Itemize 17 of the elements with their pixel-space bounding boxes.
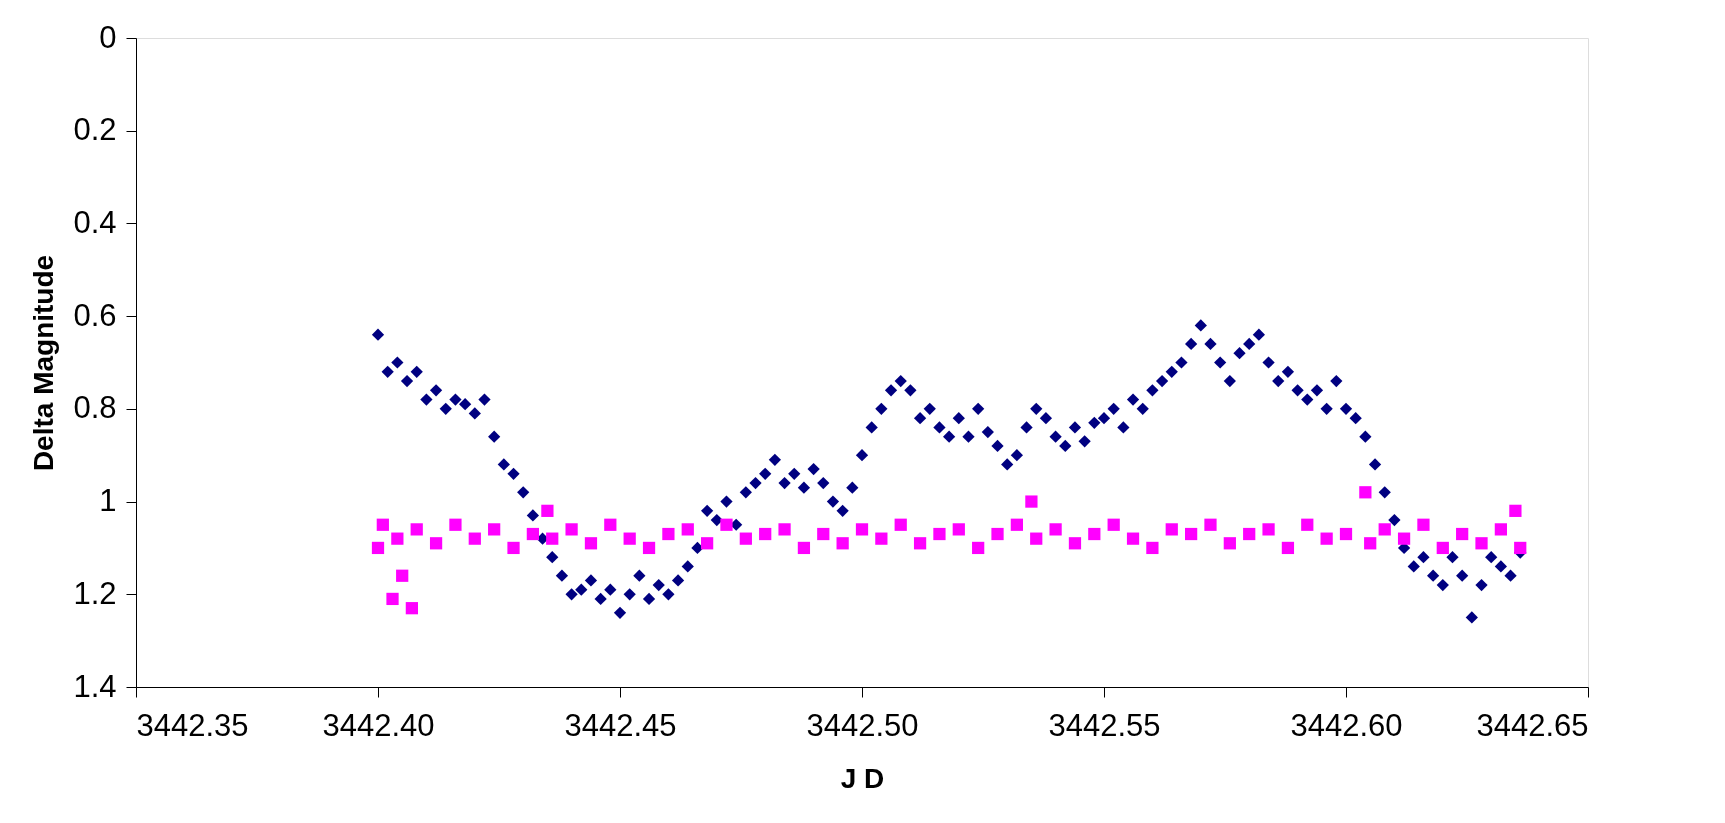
x-tick-label: 3442.55 [1048, 707, 1161, 743]
x-tick-label: 3442.40 [322, 707, 435, 743]
y-tick-label: 1.2 [73, 575, 117, 611]
y-tick-label: 0.8 [73, 390, 117, 426]
x-tick-label: 3442.60 [1290, 707, 1403, 743]
x-tick-label: 3442.45 [564, 707, 677, 743]
y-tick-label: 0 [99, 19, 117, 55]
y-tick-label: 0.2 [73, 112, 117, 148]
y-tick-label: 1 [99, 483, 117, 519]
x-axis-title: J D [840, 762, 885, 794]
y-axis-title: Delta Magnitude [28, 254, 60, 472]
y-tick-label: 0.6 [73, 297, 117, 333]
y-tick-label: 0.4 [73, 204, 117, 240]
x-tick-label: 3442.65 [1476, 707, 1589, 743]
x-tick-label: 3442.50 [806, 707, 919, 743]
x-tick-label: 3442.35 [136, 707, 249, 743]
y-tick-label: 1.4 [73, 668, 117, 704]
